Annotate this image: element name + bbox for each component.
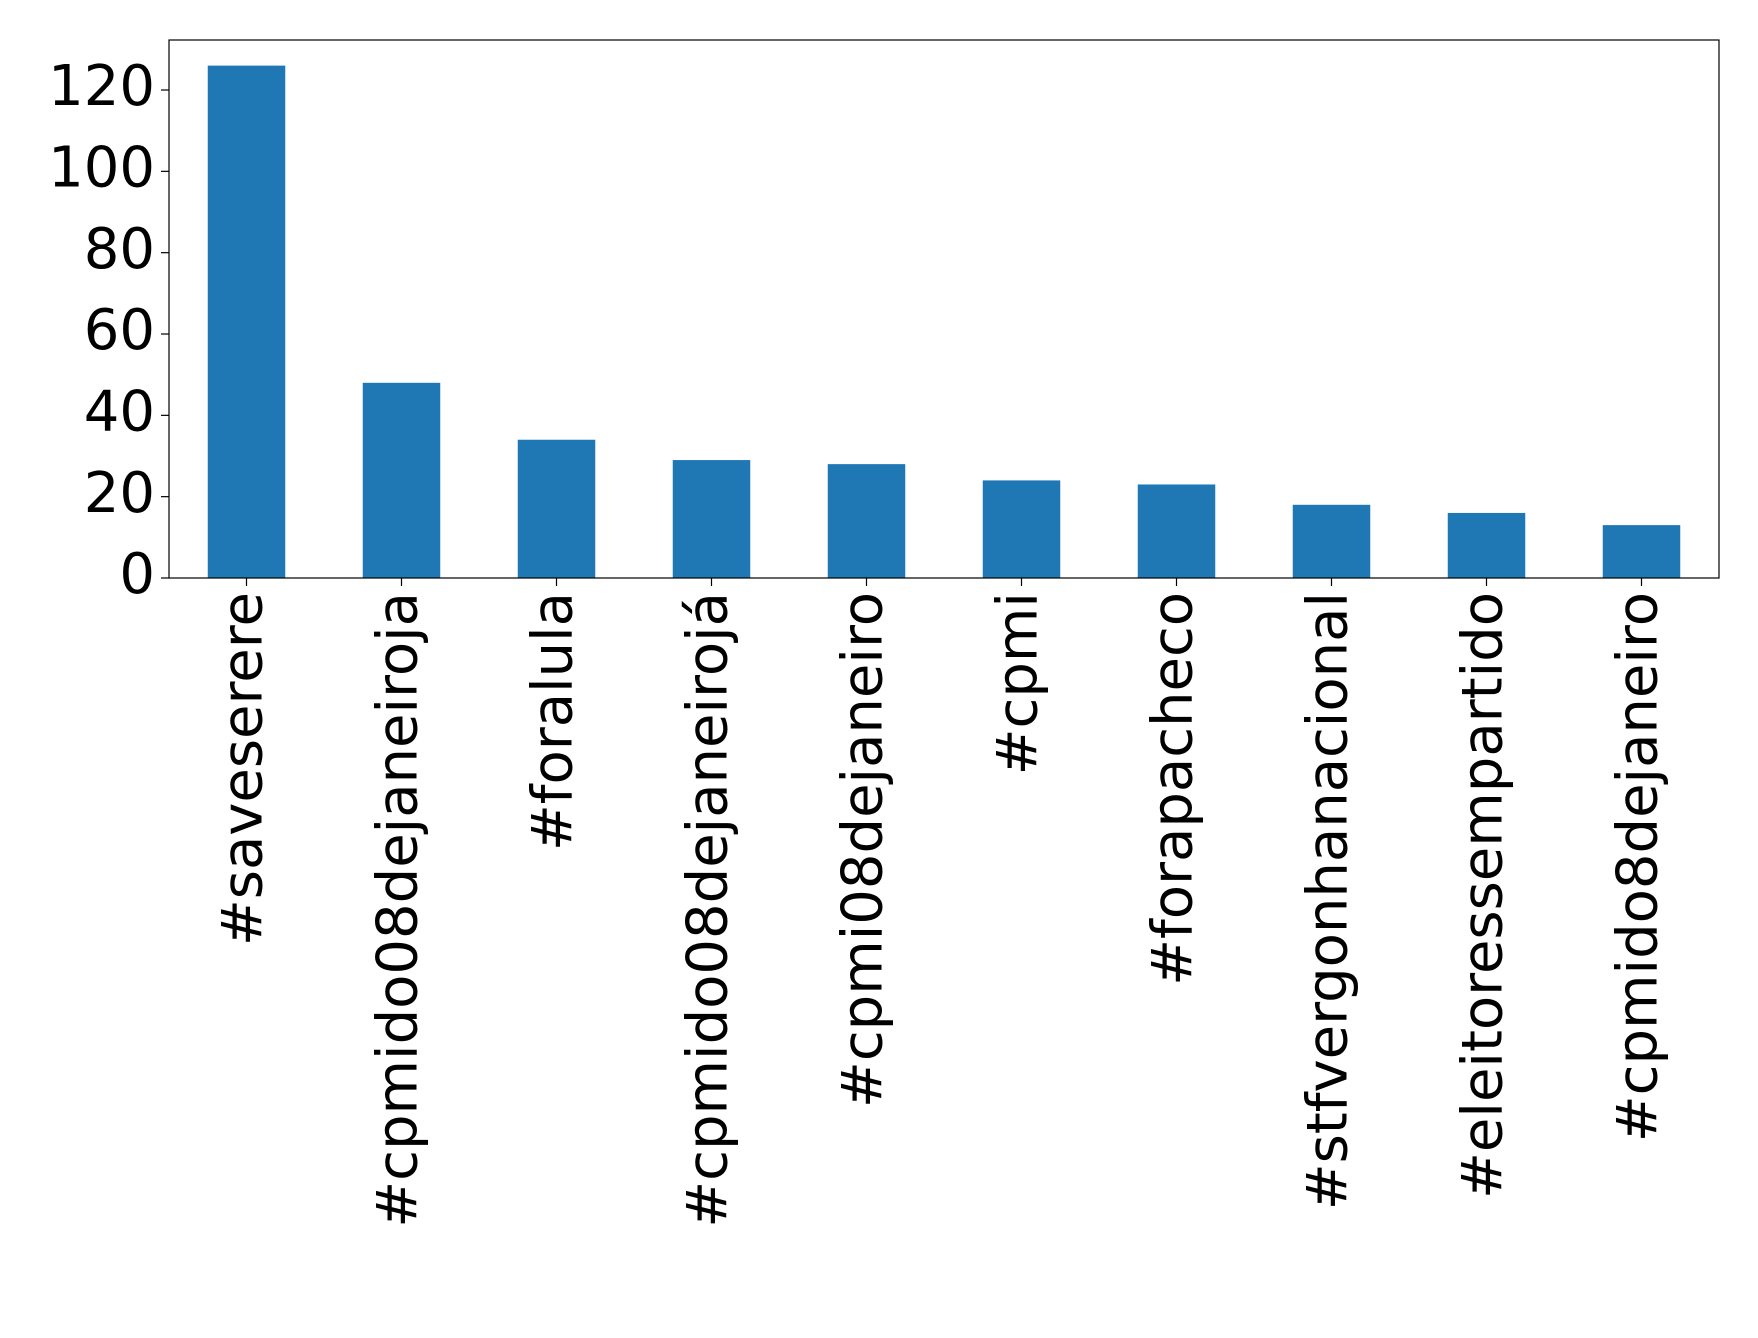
bar bbox=[827, 464, 906, 578]
x-tick-label: #forapacheco bbox=[1141, 592, 1206, 986]
plot-frame bbox=[168, 39, 1720, 579]
x-tick-label: #eleitoressempartido bbox=[1451, 592, 1516, 1199]
bar bbox=[1292, 504, 1371, 578]
x-tick-label: #cpmi bbox=[986, 592, 1051, 775]
y-tick-label: 100 bbox=[48, 135, 155, 200]
y-tick-label: 20 bbox=[84, 461, 155, 526]
bar bbox=[517, 439, 596, 578]
x-tick-label: #cpmi08dejaneiro bbox=[831, 592, 896, 1108]
bar bbox=[1602, 525, 1681, 578]
bar bbox=[672, 460, 751, 578]
bar bbox=[207, 65, 286, 579]
y-tick-label: 80 bbox=[84, 217, 155, 282]
x-tick-label: #stfvergonhanacional bbox=[1296, 592, 1361, 1210]
y-tick-label: 60 bbox=[84, 298, 155, 363]
y-tick-label: 0 bbox=[119, 542, 155, 607]
x-tick-label: #cpmido8dejaneiro bbox=[1606, 592, 1671, 1142]
x-tick-label: #saveserere bbox=[211, 592, 276, 946]
y-tick-label: 40 bbox=[84, 379, 155, 444]
x-tick-label: #cpmido08dejaneiroja bbox=[366, 592, 431, 1228]
bar bbox=[1137, 484, 1216, 578]
bar bbox=[1447, 512, 1526, 578]
x-tick-label: #cpmido08dejaneirojá bbox=[676, 592, 741, 1228]
x-tick-label: #foralula bbox=[521, 592, 586, 851]
bar bbox=[982, 480, 1061, 578]
bar bbox=[362, 382, 441, 578]
y-tick-label: 120 bbox=[48, 54, 155, 119]
